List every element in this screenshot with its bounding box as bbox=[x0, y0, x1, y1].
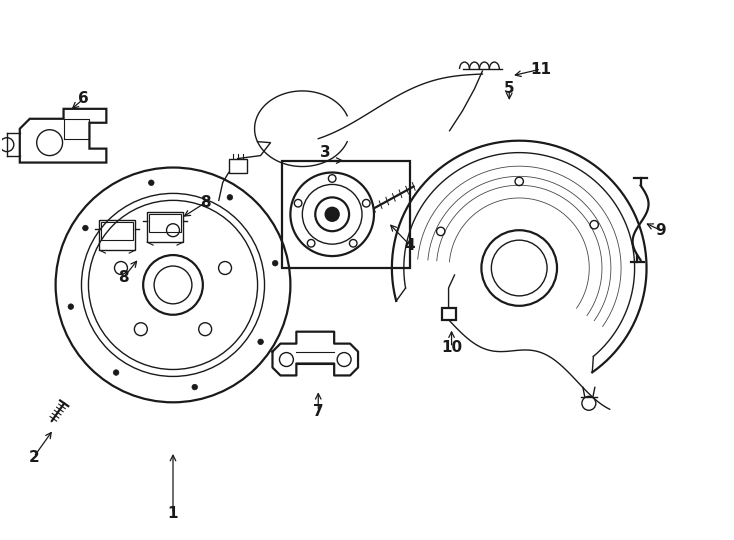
Circle shape bbox=[192, 384, 197, 390]
Circle shape bbox=[325, 207, 339, 221]
Text: 5: 5 bbox=[504, 82, 515, 97]
Circle shape bbox=[272, 260, 278, 266]
Bar bbox=[149, 214, 181, 232]
Circle shape bbox=[148, 180, 154, 186]
Text: 10: 10 bbox=[441, 340, 462, 355]
Text: 3: 3 bbox=[320, 145, 330, 160]
Circle shape bbox=[68, 304, 73, 309]
Bar bbox=[442, 308, 456, 320]
Bar bbox=[283, 160, 410, 268]
Text: 11: 11 bbox=[531, 62, 551, 77]
Bar bbox=[99, 220, 135, 250]
Text: 9: 9 bbox=[655, 222, 666, 238]
Bar bbox=[229, 159, 247, 172]
Circle shape bbox=[113, 370, 119, 375]
Circle shape bbox=[258, 339, 264, 345]
Bar bbox=[147, 212, 183, 242]
Bar bbox=[101, 222, 133, 240]
Text: 8: 8 bbox=[200, 195, 211, 210]
Text: 4: 4 bbox=[404, 238, 415, 253]
Text: 1: 1 bbox=[168, 506, 178, 521]
Circle shape bbox=[83, 225, 88, 231]
Text: 8: 8 bbox=[118, 271, 128, 286]
Text: 7: 7 bbox=[313, 404, 324, 418]
Text: 2: 2 bbox=[29, 449, 39, 464]
Text: 6: 6 bbox=[78, 91, 89, 106]
Circle shape bbox=[227, 194, 233, 200]
